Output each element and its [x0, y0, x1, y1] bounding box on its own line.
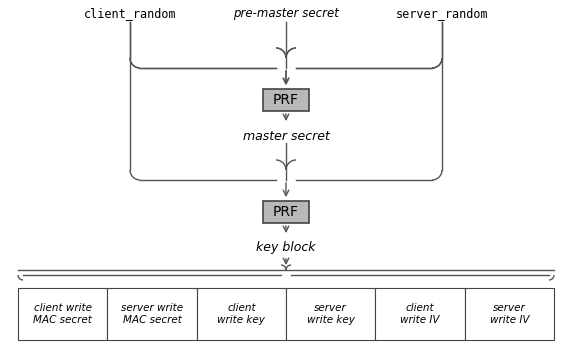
- Text: server
write IV: server write IV: [490, 303, 529, 325]
- FancyBboxPatch shape: [263, 201, 309, 223]
- Text: PRF: PRF: [273, 93, 299, 107]
- Text: master secret: master secret: [243, 130, 329, 143]
- Text: client
write IV: client write IV: [400, 303, 440, 325]
- Text: client
write key: client write key: [217, 303, 265, 325]
- Text: server
write key: server write key: [307, 303, 355, 325]
- Text: client_random: client_random: [84, 8, 176, 21]
- Bar: [375, 288, 464, 340]
- Bar: [108, 288, 197, 340]
- Text: key block: key block: [256, 241, 316, 254]
- FancyBboxPatch shape: [263, 89, 309, 111]
- Bar: [464, 288, 554, 340]
- Text: pre-master secret: pre-master secret: [233, 8, 339, 21]
- Bar: [18, 288, 108, 340]
- Text: server_random: server_random: [396, 8, 488, 21]
- Text: PRF: PRF: [273, 205, 299, 219]
- Bar: [197, 288, 286, 340]
- Text: client write
MAC secret: client write MAC secret: [33, 303, 92, 325]
- Bar: [286, 288, 375, 340]
- Text: server write
MAC secret: server write MAC secret: [121, 303, 183, 325]
